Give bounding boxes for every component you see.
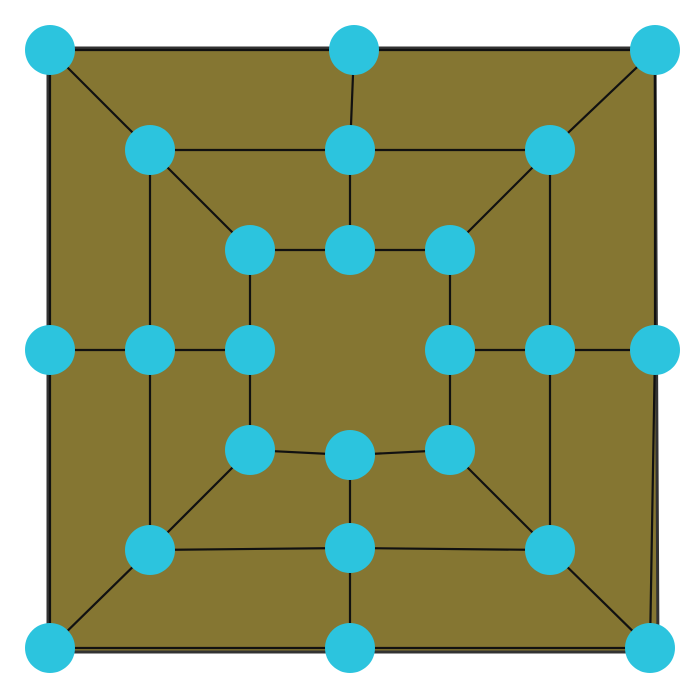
ring-b-edge-line	[348, 546, 552, 552]
board-point-a7[interactable]	[25, 623, 75, 673]
board-point-c6[interactable]	[325, 430, 375, 480]
board-point-b2[interactable]	[325, 125, 375, 175]
board-point-c3[interactable]	[425, 225, 475, 275]
board-point-a3[interactable]	[630, 25, 680, 75]
board-point-b8[interactable]	[125, 325, 175, 375]
board-point-a6[interactable]	[325, 623, 375, 673]
board-point-c7[interactable]	[225, 425, 275, 475]
board-point-b4[interactable]	[525, 325, 575, 375]
board-points	[25, 25, 680, 673]
board-point-c1[interactable]	[225, 225, 275, 275]
board-point-b1[interactable]	[125, 125, 175, 175]
board-point-c4[interactable]	[425, 325, 475, 375]
board-point-c2[interactable]	[325, 225, 375, 275]
board-point-b3[interactable]	[525, 125, 575, 175]
ring-a-edge-line	[648, 348, 657, 650]
board-point-a1[interactable]	[25, 25, 75, 75]
board-point-b7[interactable]	[125, 525, 175, 575]
board-point-a8[interactable]	[25, 325, 75, 375]
board-point-a5[interactable]	[625, 623, 675, 673]
ring-b-edge-line	[148, 546, 352, 552]
board-point-a2[interactable]	[329, 25, 379, 75]
board-point-c8[interactable]	[225, 325, 275, 375]
board-point-c5[interactable]	[425, 425, 475, 475]
board-point-a4[interactable]	[630, 325, 680, 375]
board-point-b5[interactable]	[525, 525, 575, 575]
board-point-b6[interactable]	[325, 523, 375, 573]
